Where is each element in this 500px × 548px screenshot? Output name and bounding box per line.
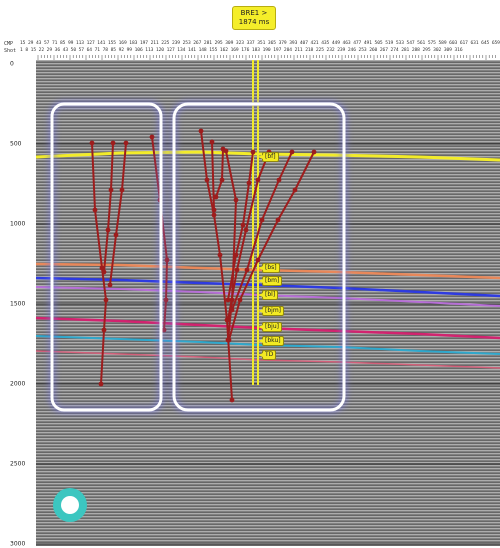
horizon-label-bju[interactable]: [bju] xyxy=(258,322,282,332)
horizon-label-bl[interactable]: [bl] xyxy=(257,290,279,300)
horizon-label-bm[interactable]: [bm] xyxy=(257,276,283,286)
depth-label-2500: 2500 xyxy=(10,460,26,468)
selection-box-right[interactable] xyxy=(172,102,346,412)
depth-label-500: 500 xyxy=(10,140,22,148)
ruler-shot-row: 1 8 15 22 29 36 43 50 57 64 71 78 85 92 … xyxy=(20,48,463,53)
depth-label-0: 0 xyxy=(10,60,14,68)
ruler-ticks xyxy=(37,55,496,60)
well-path[interactable] xyxy=(252,60,259,385)
horizon-label-bku[interactable]: [bku] xyxy=(258,336,284,346)
well-depth: 1874 ms xyxy=(238,18,270,26)
ruler-cmp-row: 15 29 43 57 71 85 99 113 127 141 155 169… xyxy=(20,41,500,46)
depth-label-1500: 1500 xyxy=(10,300,26,308)
ruler-cmp-label: CMP xyxy=(4,41,14,47)
horizon-label-bs[interactable]: [bs] xyxy=(258,263,280,273)
horizon-label-td[interactable]: TD xyxy=(257,350,277,360)
selection-box-left[interactable] xyxy=(50,102,163,412)
fault-sticks[interactable] xyxy=(89,128,317,403)
depth-label-1000: 1000 xyxy=(10,220,26,228)
horizon-label-bf[interactable]: [bf] xyxy=(258,152,279,162)
ruler-shot-label: Shot xyxy=(4,48,17,54)
well-tag-arrow: > xyxy=(261,9,268,17)
cursor-indicator xyxy=(53,488,87,522)
horizon-label-bjm[interactable]: [bjm] xyxy=(257,306,285,316)
well-tag[interactable]: BRE1 > 1874 ms xyxy=(232,6,276,30)
depth-label-3000: 3000 xyxy=(10,540,26,548)
well-name: BRE1 xyxy=(240,9,260,17)
depth-label-2000: 2000 xyxy=(10,380,26,388)
